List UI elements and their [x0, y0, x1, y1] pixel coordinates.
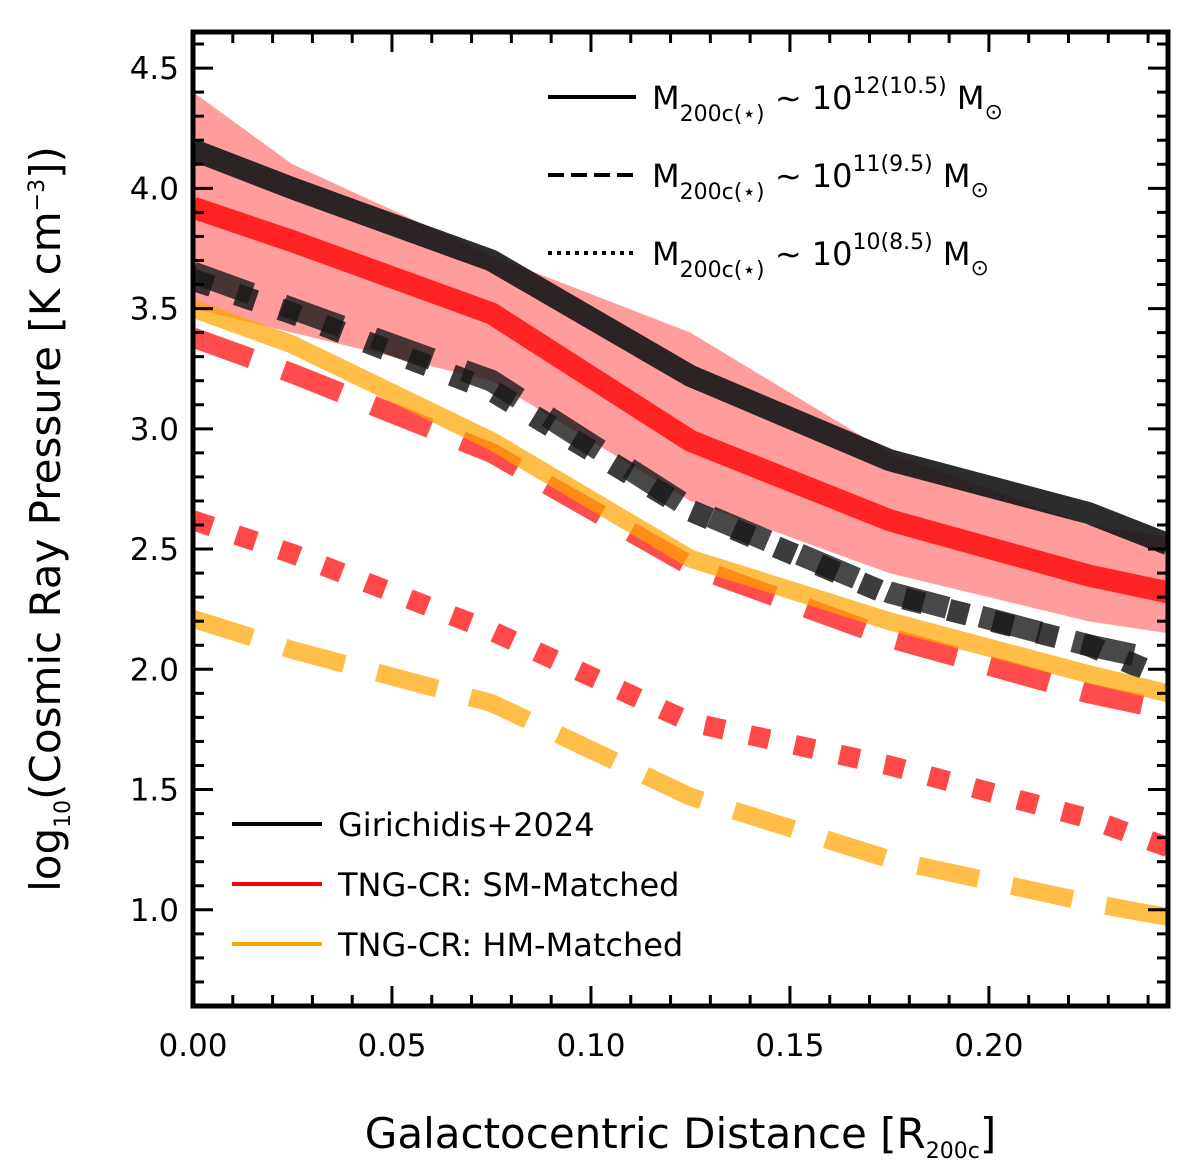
- tick-label-layer: 0.00 0.05 0.10 0.15 0.20 1.0 1.5 2.0 2.5 3.0 3.5 4.…: [130, 51, 1024, 1064]
- legend-mass-label: M200c(⋆) ∼ 1011(9.5) M⊙: [652, 152, 989, 205]
- x-tick-label: 0.10: [556, 1028, 625, 1064]
- legend-source-label: TNG-CR: HM-Matched: [337, 926, 683, 964]
- legend-source-label: TNG-CR: SM-Matched: [337, 866, 679, 904]
- x-axis-label: Galactocentric Distance [R200c]: [365, 1109, 996, 1164]
- y-tick-label: 1.0: [130, 893, 179, 929]
- legend-source: Girichidis+2024 TNG-CR: SM-Matched TNG-CR:…: [232, 806, 683, 964]
- series-line-tng-cr-hm-matched-11-dashed: [193, 610, 1168, 926]
- y-tick-label: 4.5: [130, 51, 179, 87]
- series-line-tng-cr-sm-matched-10-dotted: [193, 510, 1168, 857]
- series-line-tng-cr-sm-matched-12-solid: [193, 197, 1168, 604]
- y-tick-label: 2.5: [130, 532, 179, 568]
- series-layer: [193, 139, 1168, 926]
- series-line-tng-cr-sm-matched-11-dashed: [193, 328, 1168, 720]
- x-tick-label: 0.20: [954, 1028, 1023, 1064]
- y-tick-label: 3.5: [130, 292, 179, 328]
- series-line-girichidis-2024-10-dotted: [193, 269, 1168, 690]
- x-tick-label: 0.00: [158, 1028, 227, 1064]
- plot-frame: [190, 29, 1171, 1009]
- y-tick-label: 1.5: [130, 773, 179, 809]
- y-tick-label: 4.0: [130, 171, 179, 207]
- legend-mass-label: M200c(⋆) ∼ 1010(8.5) M⊙: [652, 230, 989, 283]
- y-tick-label: 3.0: [130, 412, 179, 448]
- y-tick-label: 2.0: [130, 652, 179, 688]
- series-line-tng-cr-hm-matched-12-solid: [193, 300, 1168, 703]
- y-axis-label: log10(Cosmic Ray Pressure [K cm−3]): [21, 146, 76, 892]
- x-tick-label: 0.15: [755, 1028, 824, 1064]
- legend-mass: M200c(⋆) ∼ 1012(10.5) M⊙ M200c(⋆) ∼ 1011(…: [548, 74, 1003, 283]
- legend-source-label: Girichidis+2024: [338, 806, 595, 844]
- series-line-girichidis-2024-12-solid: [193, 139, 1168, 555]
- legend-mass-label: M200c(⋆) ∼ 1012(10.5) M⊙: [652, 74, 1003, 127]
- x-tick-label: 0.05: [357, 1028, 426, 1064]
